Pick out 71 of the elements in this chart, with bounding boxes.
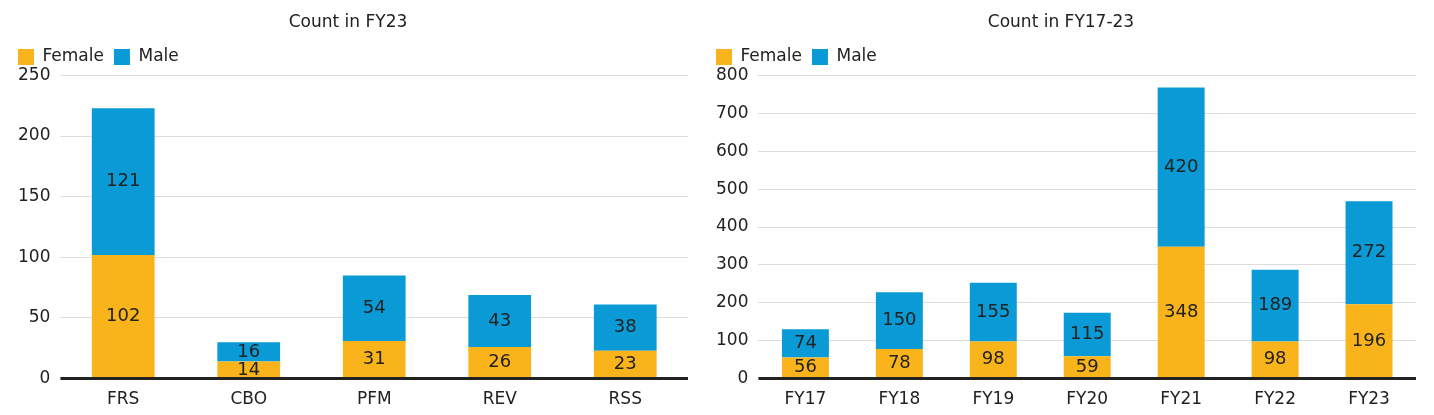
chart-title: Count in FY23	[288, 10, 408, 31]
bar	[1063, 312, 1111, 357]
x-tick-label: FY17	[784, 388, 827, 409]
data-label: 150	[882, 308, 917, 330]
data-label: 98	[981, 347, 1005, 369]
x-tick-label: FY21	[1160, 388, 1203, 409]
bar	[969, 282, 1017, 342]
legend-label: Female	[42, 45, 104, 66]
x-tick-label: PFM	[356, 388, 392, 409]
data-label: 43	[488, 308, 512, 330]
data-label: 56	[793, 355, 817, 377]
bar	[1345, 201, 1393, 305]
x-tick-label: CBO	[230, 388, 268, 409]
y-tick-label: 250	[17, 63, 51, 84]
data-label: 121	[106, 169, 141, 191]
data-label: 189	[1257, 293, 1293, 315]
x-tick-label: FY19	[972, 388, 1015, 409]
bar	[1157, 246, 1205, 379]
bar	[1345, 304, 1393, 379]
bar	[1157, 87, 1205, 247]
y-tick-label: 200	[715, 291, 749, 312]
y-tick-label: 150	[17, 185, 51, 206]
y-tick-label: 600	[715, 139, 749, 160]
data-label: 38	[613, 315, 637, 337]
x-tick-label: FY20	[1066, 388, 1109, 409]
bar	[468, 294, 532, 348]
bar	[781, 329, 829, 358]
x-tick-label: FY23	[1348, 388, 1390, 409]
y-tick-label: 100	[715, 329, 749, 350]
x-tick-label: FY18	[878, 388, 921, 409]
data-label: 74	[793, 331, 817, 353]
legend-label: Male	[836, 45, 877, 66]
legend-label: Female	[740, 45, 802, 66]
x-tick-label: REV	[482, 388, 518, 409]
y-tick-label: 50	[28, 306, 51, 327]
x-tick-label: FY22	[1254, 388, 1296, 409]
data-label: 23	[613, 352, 637, 374]
y-tick-label: 300	[715, 253, 749, 274]
data-label: 348	[1163, 300, 1199, 322]
y-tick-label: 0	[737, 367, 749, 388]
data-label: 155	[976, 299, 1011, 321]
bar	[342, 341, 406, 379]
data-label: 196	[1351, 328, 1387, 350]
legend-label: Male	[138, 45, 179, 66]
bar	[91, 108, 155, 255]
data-label: 54	[362, 295, 386, 317]
data-label: 272	[1351, 240, 1387, 262]
data-label: 420	[1163, 154, 1199, 176]
data-label: 78	[887, 351, 911, 373]
y-tick-label: 0	[39, 367, 51, 388]
bar	[342, 275, 406, 341]
bar	[1251, 269, 1299, 342]
data-label: 31	[362, 347, 386, 369]
y-tick-label: 700	[715, 101, 749, 122]
data-label: 98	[1263, 347, 1287, 369]
x-tick-label: FRS	[107, 388, 140, 409]
data-label: 115	[1070, 322, 1105, 344]
y-tick-label: 800	[715, 63, 749, 84]
y-tick-label: 500	[715, 177, 749, 198]
bar	[875, 292, 923, 350]
chart-title: Count in FY17-23	[987, 10, 1135, 31]
x-tick-label: RSS	[608, 388, 642, 409]
y-tick-label: 400	[715, 215, 749, 236]
bar	[593, 304, 657, 351]
y-tick-label: 200	[17, 124, 51, 145]
data-label: 102	[106, 304, 141, 326]
data-label: 26	[488, 350, 512, 372]
bar	[91, 254, 155, 379]
y-tick-label: 100	[17, 245, 51, 266]
bar	[217, 342, 281, 362]
data-label: 59	[1075, 354, 1099, 376]
